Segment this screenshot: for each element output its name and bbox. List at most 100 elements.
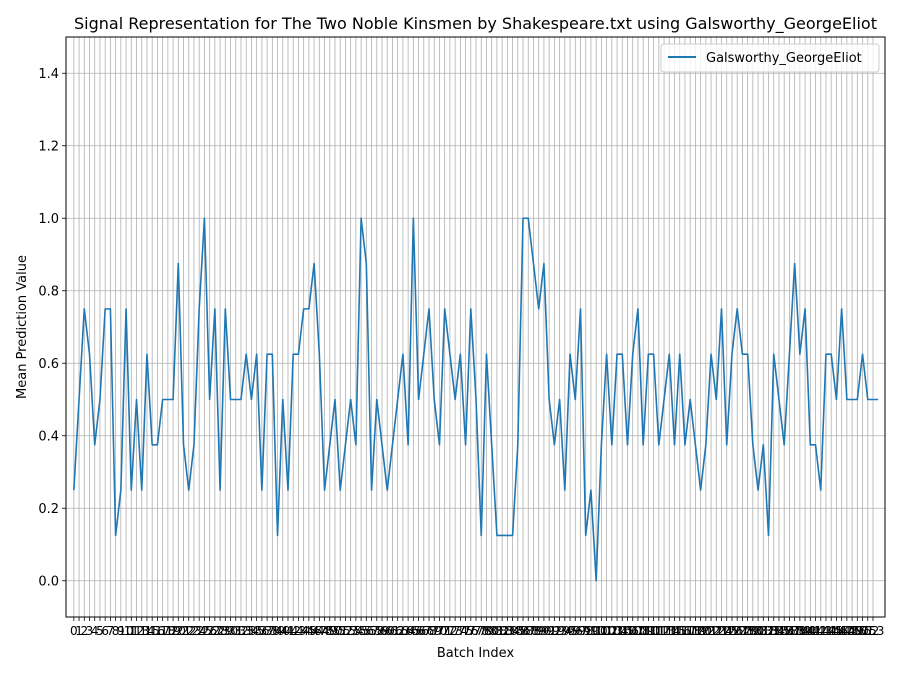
x-tick-label: 26 — [202, 624, 217, 638]
x-tick-label: 127 — [726, 624, 749, 638]
x-tick-label: 24 — [192, 624, 207, 638]
x-tick-label: 19 — [165, 624, 180, 638]
x-tick-label: 52 — [338, 624, 353, 638]
x-tick-label: 81 — [489, 624, 504, 638]
x-tick-label: 39 — [270, 624, 285, 638]
x-tick-label: 51 — [333, 624, 348, 638]
x-tick-label: 72 — [442, 624, 457, 638]
x-tick-label: 104 — [606, 624, 629, 638]
x-tick-label: 131 — [747, 624, 770, 638]
x-tick-label: 64 — [400, 624, 415, 638]
x-tick-label: 85 — [510, 624, 525, 638]
x-tick-label: 40 — [275, 624, 290, 638]
x-tick-label: 145 — [820, 624, 843, 638]
x-tick-label: 70 — [432, 624, 447, 638]
x-tick-label: 5 — [96, 624, 104, 638]
x-tick-label: 6 — [101, 624, 109, 638]
x-tick-label: 140 — [794, 624, 817, 638]
x-tick-label: 65 — [406, 624, 421, 638]
x-tick-label: 32 — [233, 624, 248, 638]
x-tick-label: 136 — [773, 624, 796, 638]
x-axis-ticks: 0123456789101112131415161718192021222324… — [70, 617, 884, 638]
x-tick-label: 44 — [296, 624, 311, 638]
x-tick-label: 77 — [468, 624, 483, 638]
x-tick-label: 17 — [155, 624, 170, 638]
x-tick-label: 71 — [437, 624, 452, 638]
y-axis-label: Mean Prediction Value — [15, 255, 30, 399]
x-tick-label: 2 — [80, 624, 88, 638]
x-tick-label: 47 — [312, 624, 327, 638]
x-tick-label: 69 — [427, 624, 442, 638]
y-tick-label: 0.8 — [38, 284, 59, 299]
x-tick-label: 91 — [542, 624, 557, 638]
x-tick-label: 92 — [547, 624, 562, 638]
x-tick-label: 114 — [658, 624, 681, 638]
y-tick-label: 1.4 — [38, 67, 59, 82]
x-tick-label: 135 — [768, 624, 791, 638]
x-tick-label: 67 — [416, 624, 431, 638]
x-tick-label: 50 — [327, 624, 342, 638]
x-tick-label: 0 — [70, 624, 78, 638]
x-tick-label: 117 — [673, 624, 696, 638]
x-tick-label: 30 — [223, 624, 238, 638]
x-tick-label: 130 — [741, 624, 764, 638]
x-tick-label: 4 — [91, 624, 99, 638]
legend-entry-label: Galsworthy_GeorgeEliot — [706, 51, 862, 66]
x-tick-label: 49 — [322, 624, 337, 638]
x-tick-label: 83 — [500, 624, 515, 638]
x-tick-label: 63 — [395, 624, 410, 638]
x-tick-label: 137 — [778, 624, 801, 638]
x-tick-label: 151 — [851, 624, 874, 638]
x-tick-label: 3 — [86, 624, 94, 638]
x-tick-label: 100 — [585, 624, 608, 638]
x-tick-label: 58 — [369, 624, 384, 638]
x-tick-label: 66 — [411, 624, 426, 638]
x-tick-label: 43 — [291, 624, 306, 638]
x-tick-label: 61 — [385, 624, 400, 638]
y-tick-label: 1.2 — [38, 139, 59, 154]
x-tick-label: 102 — [595, 624, 618, 638]
x-tick-label: 34 — [244, 624, 259, 638]
x-tick-label: 57 — [364, 624, 379, 638]
x-tick-label: 119 — [684, 624, 707, 638]
x-tick-label: 103 — [600, 624, 623, 638]
x-tick-label: 13 — [134, 624, 149, 638]
x-tick-label: 115 — [663, 624, 686, 638]
x-tick-label: 89 — [531, 624, 546, 638]
plot-lines — [73, 217, 879, 582]
y-tick-label: 0.0 — [38, 574, 59, 589]
x-tick-label: 48 — [317, 624, 332, 638]
x-tick-label: 82 — [494, 624, 509, 638]
x-tick-label: 111 — [642, 624, 665, 638]
x-tick-label: 7 — [107, 624, 115, 638]
x-tick-label: 95 — [562, 624, 577, 638]
x-tick-label: 59 — [374, 624, 389, 638]
x-tick-label: 35 — [249, 624, 264, 638]
x-tick-label: 121 — [694, 624, 717, 638]
plot-frame — [65, 36, 886, 618]
x-tick-label: 14 — [139, 624, 154, 638]
x-tick-label: 90 — [536, 624, 551, 638]
legend: Galsworthy_GeorgeEliot — [660, 43, 880, 73]
x-tick-label: 60 — [380, 624, 395, 638]
x-tick-label: 118 — [679, 624, 702, 638]
x-tick-label: 86 — [515, 624, 530, 638]
x-tick-label: 28 — [212, 624, 227, 638]
x-tick-label: 33 — [239, 624, 254, 638]
x-tick-label: 37 — [259, 624, 274, 638]
x-tick-label: 56 — [359, 624, 374, 638]
x-tick-label: 1 — [75, 624, 83, 638]
x-tick-label: 97 — [573, 624, 588, 638]
x-tick-label: 18 — [160, 624, 175, 638]
x-tick-label: 122 — [700, 624, 723, 638]
x-tick-label: 113 — [653, 624, 676, 638]
x-tick-label: 16 — [150, 624, 165, 638]
x-tick-label: 10 — [118, 624, 133, 638]
x-tick-label: 31 — [228, 624, 243, 638]
x-tick-label: 120 — [689, 624, 712, 638]
x-tick-label: 79 — [479, 624, 494, 638]
x-tick-label: 42 — [286, 624, 301, 638]
x-tick-label: 74 — [453, 624, 468, 638]
x-tick-label: 134 — [762, 624, 785, 638]
